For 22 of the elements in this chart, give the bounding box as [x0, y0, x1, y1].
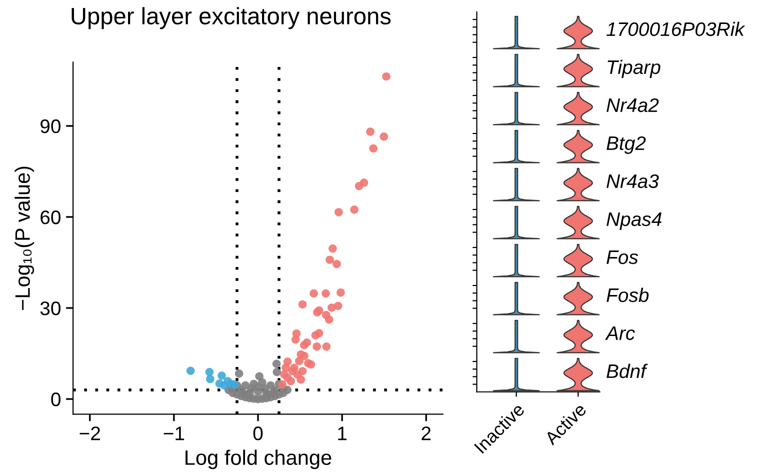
category-label: Btg2	[606, 136, 646, 154]
category-label: Bdnf	[606, 364, 648, 378]
chart-title: Upper layer excitatory neurons	[72, 7, 391, 30]
x-tick-label: 1	[338, 426, 347, 440]
category-label: 1700016P03Rik	[606, 22, 746, 36]
category-label: Arc	[605, 326, 635, 340]
category-label: Nr4a2	[606, 98, 659, 112]
category-label: Fos	[606, 250, 638, 264]
y-axis-title: −Log₁₀(P value)	[14, 166, 34, 310]
x-tick-label: −2	[80, 426, 100, 440]
y-tick-label: 90	[40, 119, 60, 134]
y-tick-label: 30	[40, 301, 60, 316]
category-label: Nr4a3	[606, 174, 659, 188]
x-tick-label: 2	[422, 426, 431, 440]
x-tick-label: −1	[164, 426, 184, 440]
x-tick-label: 0	[253, 426, 263, 440]
y-tick-label: 0	[51, 392, 60, 406]
category-label: Fosb	[606, 288, 649, 302]
x-axis-title: Log fold change	[186, 450, 332, 470]
y-tick-label: 60	[40, 210, 60, 224]
category-label: Npas4	[606, 212, 662, 230]
category-label: Tiparp	[608, 60, 660, 78]
